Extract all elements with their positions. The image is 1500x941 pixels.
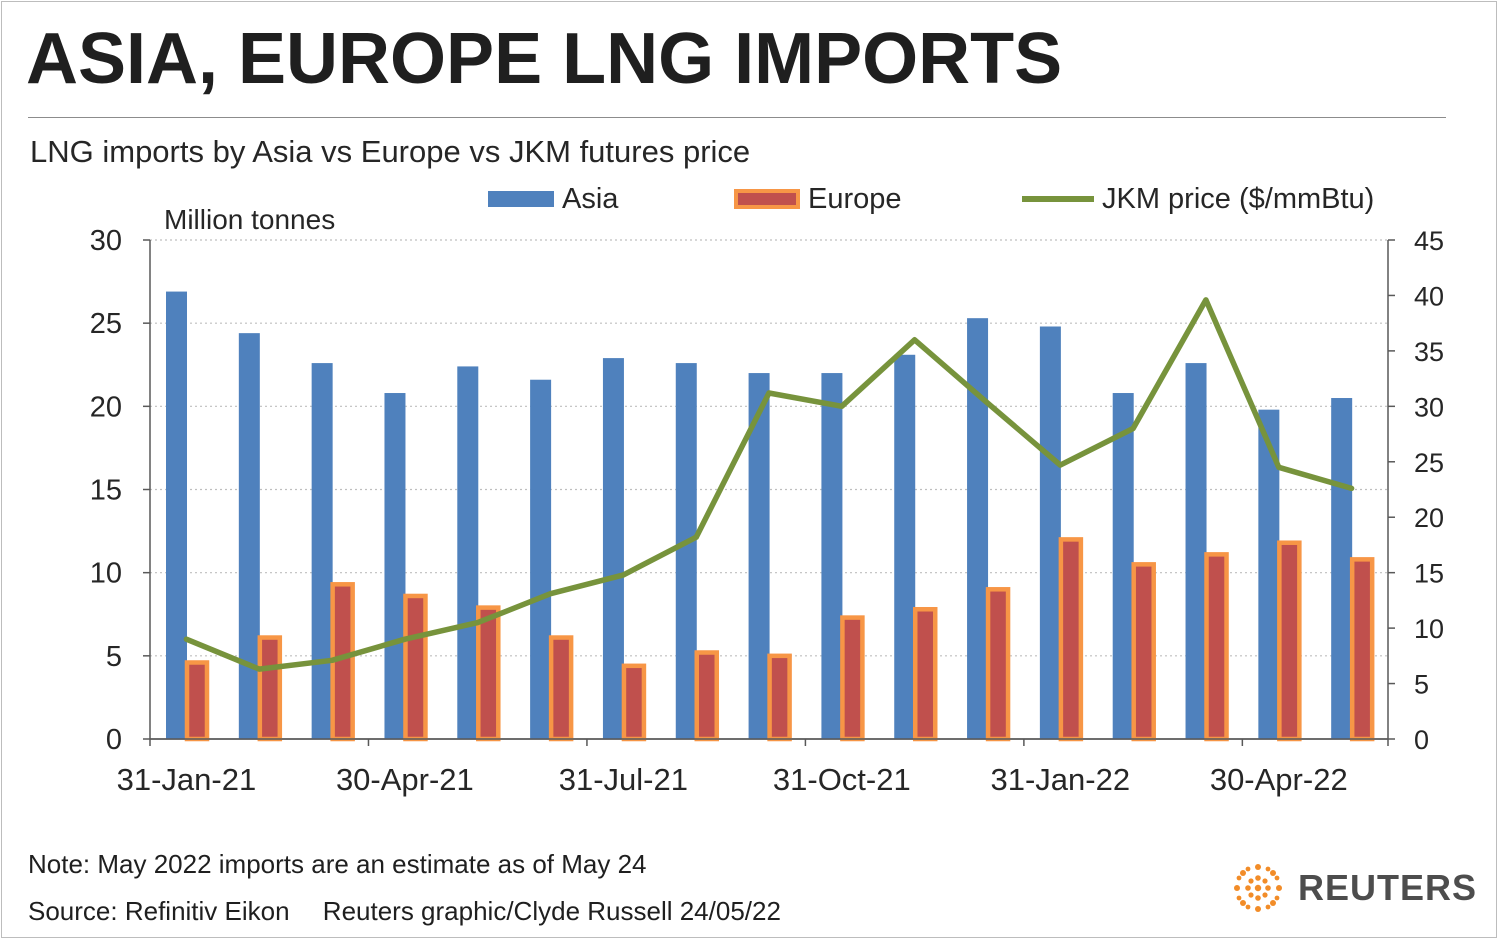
legend-asia-swatch xyxy=(488,191,554,207)
left-axis-tick-label: 10 xyxy=(90,558,122,590)
right-axis-tick-label: 10 xyxy=(1414,614,1444,644)
right-axis-tick-label: 25 xyxy=(1414,448,1444,478)
legend-asia-label: Asia xyxy=(562,182,619,215)
europe-bar xyxy=(1131,562,1156,742)
asia-bar xyxy=(384,393,406,739)
x-axis-tick-label: 30-Apr-21 xyxy=(336,762,474,797)
europe-bar xyxy=(694,650,720,742)
europe-bar xyxy=(1349,557,1375,742)
right-axis-tick-label: 35 xyxy=(1414,337,1444,367)
asia-bar xyxy=(1039,326,1061,739)
x-axis-tick-label: 31-Jan-21 xyxy=(117,762,257,797)
europe-bar xyxy=(767,653,792,742)
page-title: ASIA, EUROPE LNG IMPORTS xyxy=(26,19,1063,99)
left-axis-tick-label: 30 xyxy=(90,225,122,257)
footnote: Note: May 2022 imports are an estimate a… xyxy=(28,849,647,879)
left-axis-tick-label: 15 xyxy=(90,475,122,507)
europe-bar xyxy=(1277,540,1302,742)
asia-bar xyxy=(821,373,843,739)
legend-jkm-label: JKM price ($/mmBtu) xyxy=(1102,182,1375,215)
right-axis-tick-label: 0 xyxy=(1414,725,1429,755)
asia-bar xyxy=(311,363,333,739)
right-axis-tick-label: 20 xyxy=(1414,503,1444,533)
asia-bar xyxy=(238,333,260,739)
right-axis-tick-label: 5 xyxy=(1414,670,1429,700)
asia-bar xyxy=(1185,363,1207,739)
asia-bar xyxy=(1112,393,1134,739)
asia-bar xyxy=(602,358,624,739)
europe-bar xyxy=(184,660,210,742)
left-axis-tick-label: 25 xyxy=(90,308,122,340)
x-axis-tick-label: 31-Jul-21 xyxy=(559,762,688,797)
left-axis-tick-label: 0 xyxy=(106,724,122,756)
right-axis-tick-label: 45 xyxy=(1414,226,1444,256)
europe-bar xyxy=(912,607,938,742)
legend-asia: Asia xyxy=(488,180,618,218)
asia-bar xyxy=(530,379,552,739)
x-axis-tick-label: 31-Oct-21 xyxy=(773,762,911,797)
legend-jkm: JKM price ($/mmBtu) xyxy=(1022,180,1374,218)
right-axis-tick-label: 40 xyxy=(1414,281,1444,311)
reuters-wordmark: REUTERS xyxy=(1298,867,1478,908)
title-divider xyxy=(28,117,1446,118)
left-axis-tick-label: 20 xyxy=(90,391,122,423)
europe-bar xyxy=(1204,552,1229,742)
asia-bar xyxy=(894,354,916,739)
legend-europe-swatch xyxy=(734,189,800,209)
europe-bar xyxy=(985,587,1011,742)
europe-bar xyxy=(403,593,428,742)
europe-bar xyxy=(1058,537,1084,742)
reuters-logo: REUTERS xyxy=(1228,858,1478,918)
asia-bar xyxy=(675,363,697,739)
left-axis-unit-label: Million tonnes xyxy=(164,204,336,235)
legend-europe: Europe xyxy=(734,180,902,218)
left-axis-tick-label: 5 xyxy=(106,641,122,673)
x-axis-tick-label: 30-Apr-22 xyxy=(1210,762,1348,797)
legend-jkm-swatch xyxy=(1022,196,1094,202)
asia-bar xyxy=(166,291,187,739)
reuters-dot-logo-icon xyxy=(1234,864,1282,912)
asia-bar xyxy=(748,373,770,739)
europe-bar xyxy=(840,615,865,742)
x-axis-tick-label: 31-Jan-22 xyxy=(990,762,1130,797)
europe-bar xyxy=(621,663,647,742)
asia-bar xyxy=(1258,409,1280,739)
credit-text: Reuters graphic/Clyde Russell 24/05/22 xyxy=(322,896,781,926)
europe-bar xyxy=(548,635,574,742)
asia-bar xyxy=(1331,398,1353,739)
legend-europe-label: Europe xyxy=(808,182,902,215)
right-axis-tick-label: 15 xyxy=(1414,559,1444,589)
asia-bar xyxy=(967,318,989,739)
chart-subtitle: LNG imports by Asia vs Europe vs JKM fut… xyxy=(30,134,751,169)
europe-bar xyxy=(476,605,501,742)
europe-bar xyxy=(257,635,283,742)
source-text: Source: Refinitiv Eikon xyxy=(28,896,290,926)
asia-bar xyxy=(457,366,479,739)
right-axis-tick-label: 30 xyxy=(1414,392,1444,422)
source-line: Source: Refinitiv Eikon Reuters graphic/… xyxy=(28,896,807,927)
